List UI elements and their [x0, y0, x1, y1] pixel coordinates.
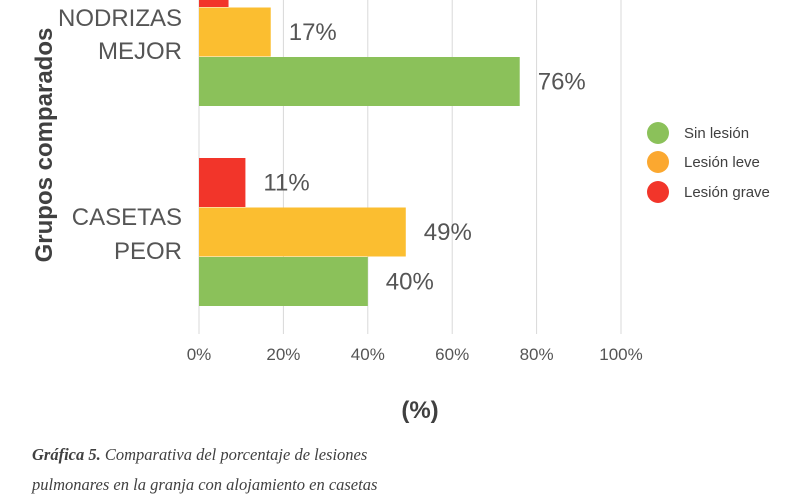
- legend-swatch: [647, 181, 669, 203]
- bar-sin-lesion: [199, 57, 520, 106]
- x-axis-title: (%): [401, 397, 438, 424]
- x-tick-label: 20%: [266, 345, 300, 364]
- bar-lesion-grave: [199, 158, 246, 207]
- data-label: 17%: [289, 19, 337, 46]
- x-tick-labels: 0% 20% 40% 60% 80% 100%: [187, 345, 643, 364]
- category-label: MEJOR: [98, 38, 182, 65]
- category-label: NODRIZAS: [58, 5, 182, 32]
- legend-swatch: [647, 151, 669, 173]
- x-tick-label: 40%: [351, 345, 385, 364]
- bars: [199, 0, 520, 306]
- bar-lesion-grave: [199, 0, 229, 7]
- legend-label: Sin lesión: [684, 125, 749, 142]
- caption-text: Comparativa del porcentaje de lesiones p…: [32, 445, 378, 494]
- category-label: CASETAS: [72, 204, 182, 231]
- y-axis-title: Grupos comparados: [31, 28, 58, 263]
- bar-chart: 17% 76% 11% 49% 40% NODRIZAS MEJOR CASETAS PEOR…: [31, 0, 770, 424]
- data-label: 76%: [538, 69, 586, 96]
- x-tick-label: 0%: [187, 345, 212, 364]
- legend-label: Lesión grave: [684, 184, 770, 201]
- category-labels: NODRIZAS MEJOR CASETAS PEOR: [58, 5, 182, 265]
- x-tick-label: 60%: [435, 345, 469, 364]
- legend: Sin lesión Lesión leve Lesión grave: [647, 122, 770, 203]
- legend-label: Lesión leve: [684, 154, 760, 171]
- x-tick-label: 100%: [599, 345, 642, 364]
- bar-lesion-leve: [199, 7, 271, 57]
- category-label: PEOR: [114, 238, 182, 265]
- data-labels: 17% 76% 11% 49% 40%: [263, 19, 585, 296]
- caption-label: Gráfica 5.: [32, 445, 101, 464]
- data-label: 11%: [263, 170, 309, 197]
- data-label: 40%: [386, 269, 434, 296]
- x-tick-label: 80%: [520, 345, 554, 364]
- bar-sin-lesion: [199, 257, 368, 306]
- bar-lesion-leve: [199, 207, 406, 257]
- legend-swatch: [647, 122, 669, 144]
- data-label: 49%: [424, 219, 472, 246]
- figure-caption: Gráfica 5. Comparativa del porcentaje de…: [32, 440, 412, 500]
